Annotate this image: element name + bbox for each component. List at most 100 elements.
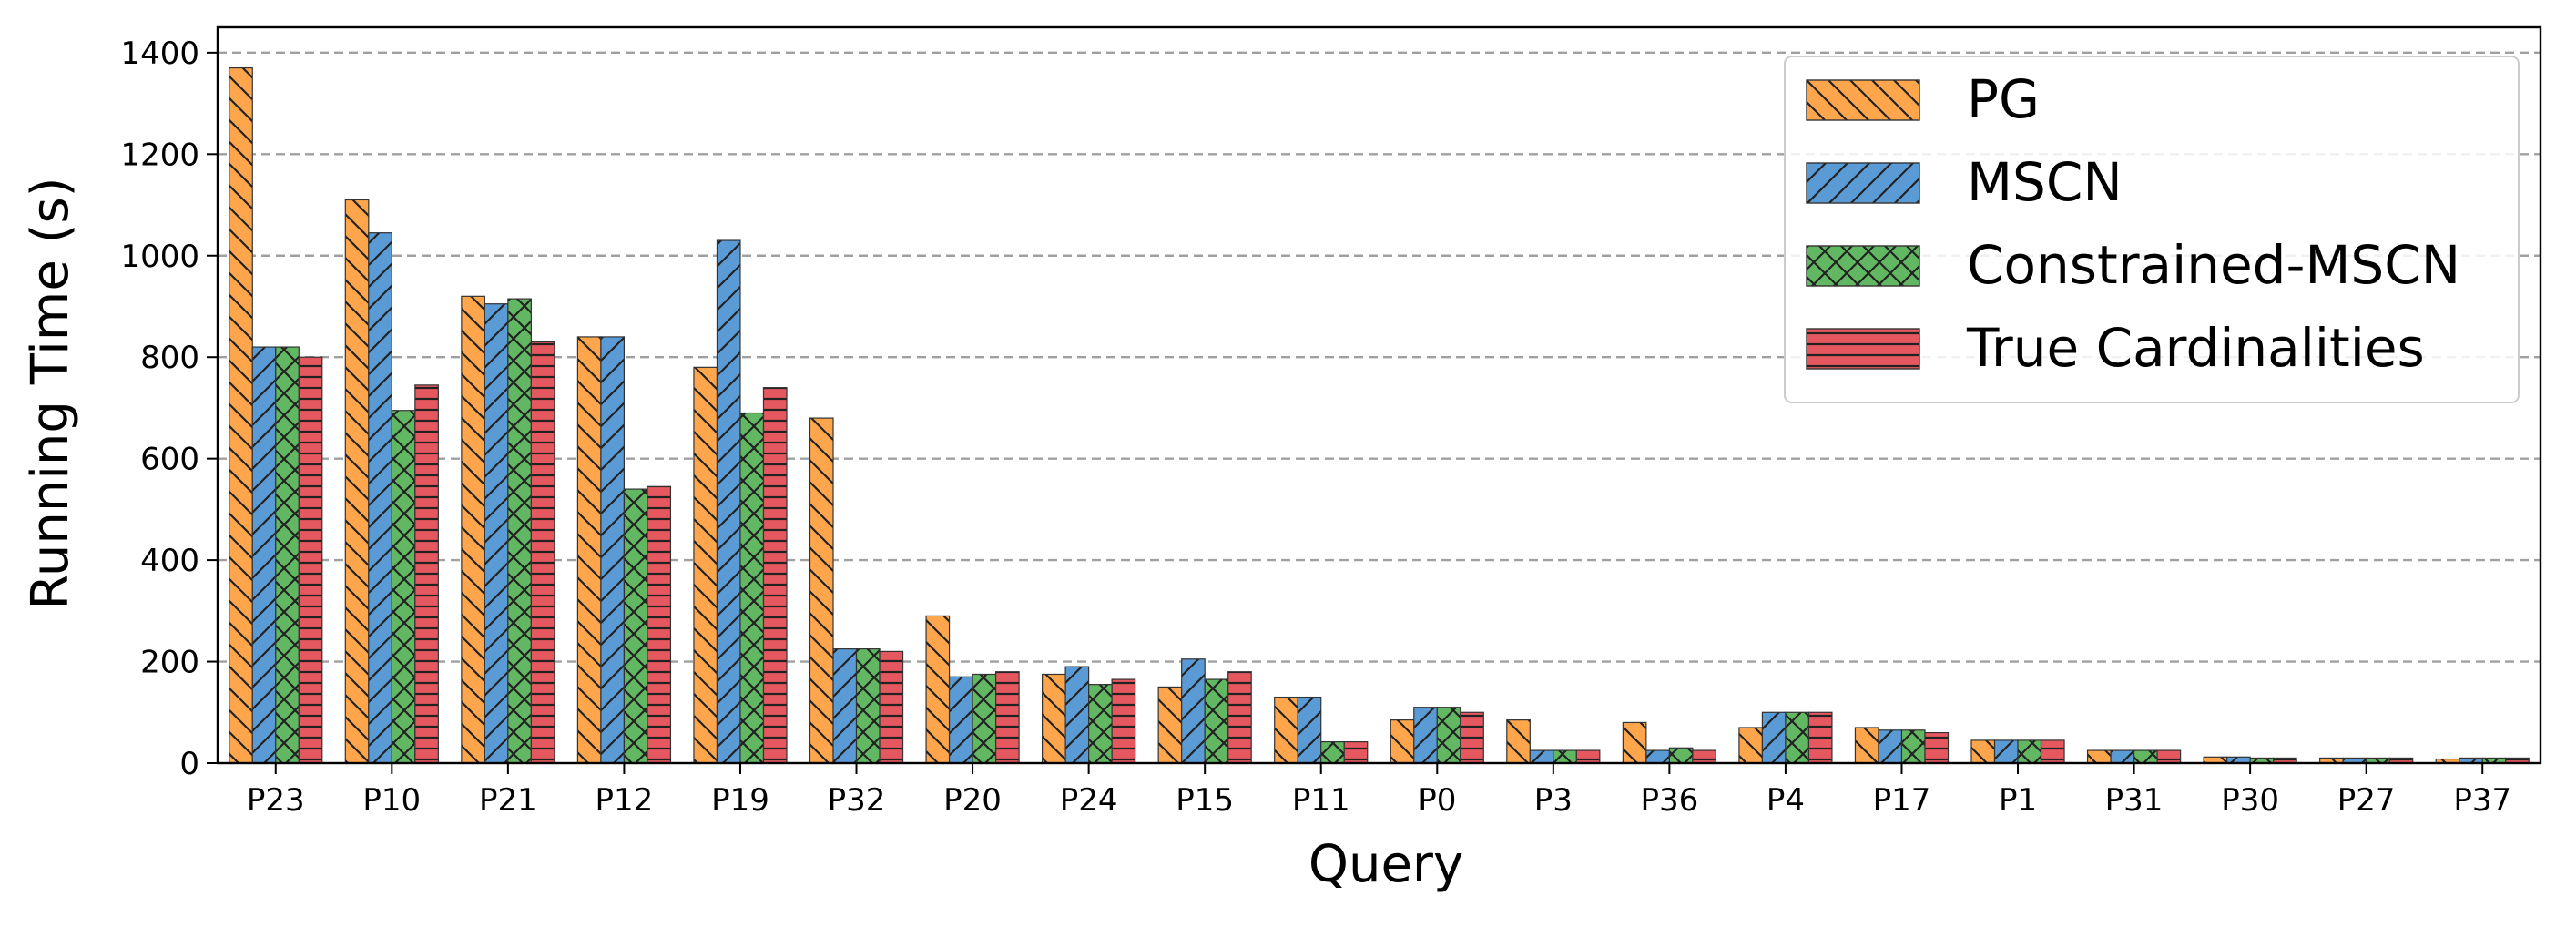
x-tick-label: P11 bbox=[1292, 782, 1350, 819]
y-axis-title: Running Time (s) bbox=[21, 178, 80, 610]
bar-constrained-mscn-p12 bbox=[623, 488, 648, 764]
bar-mscn-p24 bbox=[1064, 666, 1090, 764]
bar-pg-p23 bbox=[229, 66, 253, 764]
x-tick-label: P32 bbox=[828, 782, 886, 819]
bar-constrained-mscn-p32 bbox=[855, 648, 881, 764]
bar-constrained-mscn-p24 bbox=[1088, 684, 1113, 764]
bar-mscn-p10 bbox=[368, 232, 392, 764]
y-tick-label: 1400 bbox=[120, 36, 199, 72]
bar-pg-p24 bbox=[1042, 673, 1066, 764]
x-tick-label: P36 bbox=[1640, 782, 1698, 819]
bar-pg-p4 bbox=[1738, 727, 1764, 764]
axes bbox=[207, 25, 2542, 774]
bar-mscn-p20 bbox=[948, 676, 973, 764]
bar-mscn-p31 bbox=[2110, 749, 2135, 764]
bar-mscn-p17 bbox=[1878, 729, 1903, 764]
bar-mscn-p4 bbox=[1761, 711, 1787, 764]
x-tick-label: P12 bbox=[596, 782, 654, 819]
y-tick-label: 1200 bbox=[120, 137, 199, 173]
bar-pg-p21 bbox=[461, 295, 485, 764]
x-tick-label: P31 bbox=[2105, 782, 2164, 819]
bar-true-cardinalities-p24 bbox=[1111, 678, 1136, 764]
bar-true-cardinalities-p15 bbox=[1227, 671, 1252, 764]
bar-true-cardinalities-p36 bbox=[1692, 749, 1716, 764]
bar-constrained-mscn-p1 bbox=[2017, 739, 2042, 764]
y-tick-label: 400 bbox=[140, 543, 199, 579]
bar-true-cardinalities-p20 bbox=[994, 671, 1020, 764]
bar-pg-p19 bbox=[693, 366, 718, 764]
bar-pg-p11 bbox=[1274, 696, 1298, 764]
bar-pg-p3 bbox=[1506, 719, 1531, 764]
bar-mscn-p0 bbox=[1413, 707, 1438, 764]
legend: PG MSCN Constrained-MSCN True Cardinalities bbox=[1784, 56, 2520, 403]
x-tick-label: P20 bbox=[943, 782, 1002, 819]
bar-pg-p10 bbox=[344, 199, 370, 764]
bar-mscn-p19 bbox=[716, 239, 741, 764]
bar-true-cardinalities-p1 bbox=[2040, 739, 2065, 764]
legend-swatch bbox=[1806, 162, 1920, 204]
bar-mscn-p32 bbox=[832, 648, 858, 764]
y-tick-label: 200 bbox=[140, 645, 199, 681]
bar-constrained-mscn-p10 bbox=[391, 410, 416, 764]
x-tick-label: P10 bbox=[362, 782, 421, 819]
bar-mscn-p21 bbox=[484, 303, 509, 764]
legend-swatch bbox=[1806, 328, 1920, 370]
bar-constrained-mscn-p23 bbox=[275, 346, 300, 764]
bar-true-cardinalities-p19 bbox=[762, 387, 788, 764]
bar-true-cardinalities-p11 bbox=[1343, 740, 1369, 764]
bar-pg-p32 bbox=[809, 417, 834, 764]
tick-labels: 0 200 400 600 800 1000 1200 1400 P23 P10 P21 P12 P19… bbox=[120, 36, 2511, 819]
bar-constrained-mscn-p0 bbox=[1436, 707, 1461, 764]
legend-box bbox=[1784, 56, 2520, 403]
bar-true-cardinalities-p4 bbox=[1807, 711, 1833, 764]
bar-mscn-p11 bbox=[1297, 696, 1322, 764]
y-tick-label: 800 bbox=[140, 340, 199, 376]
legend-label: True Cardinalities bbox=[1966, 317, 2425, 379]
bar-constrained-mscn-p19 bbox=[739, 412, 765, 764]
bar-true-cardinalities-p12 bbox=[647, 485, 672, 764]
bar-constrained-mscn-p20 bbox=[972, 673, 997, 764]
x-tick-label: P27 bbox=[2337, 782, 2396, 819]
bar-mscn-p36 bbox=[1645, 749, 1670, 764]
bar-true-cardinalities-p31 bbox=[2156, 749, 2182, 764]
bar-true-cardinalities-p3 bbox=[1575, 749, 1601, 764]
bar-constrained-mscn-p17 bbox=[1900, 729, 1926, 764]
y-tick-label: 0 bbox=[179, 746, 199, 782]
x-tick-label: P0 bbox=[1418, 782, 1456, 819]
bar-pg-p15 bbox=[1157, 686, 1183, 764]
bar-pg-p20 bbox=[925, 615, 951, 764]
y-tick-label: 1000 bbox=[120, 239, 199, 275]
bar-pg-p0 bbox=[1390, 719, 1415, 764]
bar-constrained-mscn-p11 bbox=[1320, 740, 1345, 764]
legend-label: Constrained-MSCN bbox=[1967, 234, 2460, 296]
legend-swatch bbox=[1806, 245, 1920, 287]
bar-constrained-mscn-p15 bbox=[1204, 678, 1229, 764]
x-axis-title: Query bbox=[1308, 835, 1463, 894]
x-tick-label: P15 bbox=[1176, 782, 1234, 819]
bar-pg-p31 bbox=[2086, 749, 2112, 764]
x-tick-label: P19 bbox=[711, 782, 769, 819]
bar-true-cardinalities-p0 bbox=[1460, 711, 1484, 764]
plot-frame bbox=[216, 25, 2542, 765]
bar-constrained-mscn-p3 bbox=[1553, 749, 1577, 764]
bar-mscn-p3 bbox=[1529, 749, 1554, 764]
x-tick-label: P23 bbox=[247, 782, 305, 819]
bar-pg-p1 bbox=[1970, 739, 1996, 764]
x-tick-label: P30 bbox=[2221, 782, 2279, 819]
bar-constrained-mscn-p21 bbox=[507, 298, 532, 764]
bar-pg-p17 bbox=[1854, 727, 1879, 764]
bars bbox=[229, 66, 2530, 764]
bar-pg-p36 bbox=[1622, 721, 1647, 764]
x-tick-label: P1 bbox=[1999, 782, 2037, 819]
x-tick-label: P37 bbox=[2453, 782, 2511, 819]
x-tick-label: P24 bbox=[1060, 782, 1118, 819]
bar-constrained-mscn-p4 bbox=[1785, 711, 1810, 764]
bar-true-cardinalities-p32 bbox=[879, 650, 904, 764]
legend-label: MSCN bbox=[1967, 151, 2123, 213]
bar-mscn-p12 bbox=[600, 336, 626, 764]
bar-constrained-mscn-p31 bbox=[2133, 749, 2158, 764]
legend-label: PG bbox=[1967, 68, 2040, 130]
bar-true-cardinalities-p21 bbox=[530, 341, 555, 764]
